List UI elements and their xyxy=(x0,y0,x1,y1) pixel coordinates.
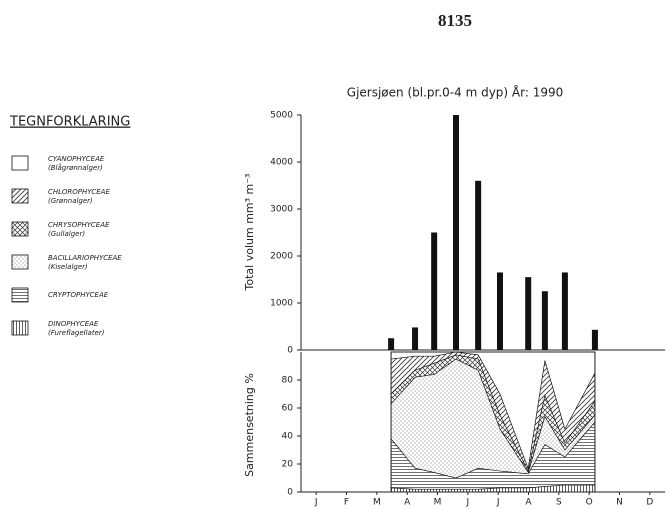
legend-label: CHRYSOPHYCEAE xyxy=(48,221,110,229)
legend-swatch xyxy=(11,221,29,237)
legend-swatch xyxy=(11,287,29,303)
bar xyxy=(591,329,598,350)
bar xyxy=(561,272,568,350)
legend-label: CHLOROPHYCEAE xyxy=(48,188,110,196)
y-tick-label: 4000 xyxy=(270,158,293,168)
y-tick-label: 3000 xyxy=(270,205,293,215)
legend-sublabel: (Kiselalger) xyxy=(48,263,88,271)
x-tick-label: M xyxy=(434,498,442,508)
x-tick-label: J xyxy=(466,498,470,508)
y-axis-label: Total volum mm³ m⁻³ xyxy=(243,174,256,292)
legend-sublabel: (Gullalger) xyxy=(48,230,85,238)
y-tick-label: 40 xyxy=(282,432,294,442)
legend-sublabel: (Grønnalger) xyxy=(48,197,93,205)
x-tick-label: A xyxy=(525,498,532,508)
legend-sublabel: (Blågrønnalger) xyxy=(48,163,103,172)
x-tick-label: O xyxy=(586,498,593,508)
x-tick-label: M xyxy=(373,498,381,508)
legend-label: CRYPTOPHYCEAE xyxy=(48,291,109,299)
chart-title: Gjersjøen (bl.pr.0-4 m dyp) År: 1990 xyxy=(347,85,563,100)
x-tick-label: J xyxy=(314,498,318,508)
legend-sublabel: (Fureflagellater) xyxy=(48,329,105,337)
plot-frame xyxy=(390,351,596,493)
page-number: 8135 xyxy=(438,11,472,30)
legend-swatch xyxy=(11,254,29,270)
bar xyxy=(453,115,460,350)
y-tick-label: 60 xyxy=(282,404,294,414)
legend-label: CYANOPHYCEAE xyxy=(48,155,105,163)
legend-label: DINOPHYCEAE xyxy=(48,320,99,328)
legend-swatch xyxy=(11,188,29,204)
y-tick-label: 5000 xyxy=(270,111,293,121)
x-tick-label: S xyxy=(556,498,562,508)
y-tick-label: 2000 xyxy=(270,252,293,262)
x-tick-label: J xyxy=(496,498,500,508)
legend-swatch xyxy=(11,320,29,336)
x-tick-label: D xyxy=(646,498,653,508)
bar xyxy=(412,327,419,350)
x-tick-label: F xyxy=(344,498,349,508)
bar xyxy=(496,272,503,350)
legend-swatch xyxy=(11,155,29,171)
x-tick-label: N xyxy=(616,498,623,508)
y-axis-label: Sammensetning % xyxy=(243,373,256,477)
legend-label: BACILLARIOPHYCEAE xyxy=(48,254,122,262)
bar xyxy=(475,180,482,350)
y-tick-label: 1000 xyxy=(270,299,293,309)
y-tick-label: 0 xyxy=(287,346,293,356)
y-tick-label: 80 xyxy=(282,376,294,386)
y-tick-label: 20 xyxy=(282,460,294,470)
x-tick-label: A xyxy=(404,498,411,508)
bar xyxy=(431,232,438,350)
bar xyxy=(525,277,532,350)
bar xyxy=(388,338,395,350)
legend-title: TEGNFORKLARING xyxy=(9,115,130,130)
y-tick-label: 0 xyxy=(287,488,293,498)
bar xyxy=(541,291,548,350)
